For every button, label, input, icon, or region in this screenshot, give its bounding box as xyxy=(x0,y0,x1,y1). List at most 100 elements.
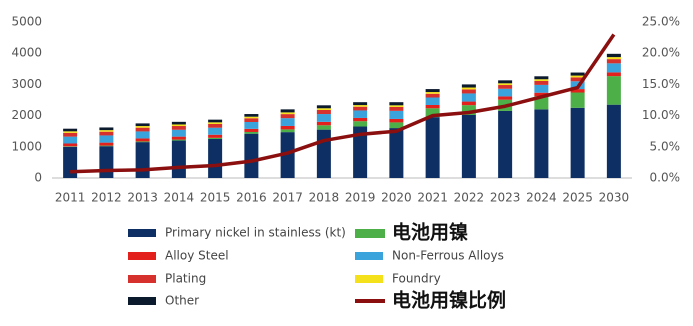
bar-segment xyxy=(389,102,404,106)
bar-segment xyxy=(208,127,223,135)
bar-segment xyxy=(208,122,223,124)
bar-segment xyxy=(135,127,150,132)
bar-segment xyxy=(425,89,440,93)
bar-segment xyxy=(425,93,440,98)
bar-segment xyxy=(244,128,259,132)
bar-segment xyxy=(171,126,186,130)
bar-segment xyxy=(280,112,295,115)
bar-segment xyxy=(99,127,114,131)
bar-segment xyxy=(135,138,150,142)
bar-segment xyxy=(135,142,150,178)
bar-segment xyxy=(244,118,259,122)
bar-segment xyxy=(389,110,404,119)
bar-segment xyxy=(353,110,368,118)
bar-segment xyxy=(606,63,621,73)
bar-segment xyxy=(280,118,295,126)
bar-segment xyxy=(534,79,549,81)
bar-segment xyxy=(606,72,621,77)
bar-segment xyxy=(606,59,621,64)
y2-tick-label: 5.0% xyxy=(650,139,681,153)
legend-label: Foundry xyxy=(392,272,441,286)
bar-segment xyxy=(99,142,114,146)
bar-segment xyxy=(389,128,404,178)
bar-segment xyxy=(606,104,621,178)
y-tick-label: 5000 xyxy=(11,15,42,29)
bar-segment xyxy=(425,117,440,178)
bar-segment xyxy=(63,131,78,133)
bar-segment xyxy=(244,131,259,134)
bar-segment xyxy=(498,85,513,89)
bar-segment xyxy=(171,139,186,141)
bar-segment xyxy=(244,116,259,119)
x-tick-label: 2014 xyxy=(164,191,195,205)
bar-segment xyxy=(316,114,331,122)
legend-swatch xyxy=(355,229,385,238)
bar-segment xyxy=(353,105,368,107)
bar-segment xyxy=(280,129,295,133)
y2-tick-label: 25.0% xyxy=(642,15,680,29)
bar-segment xyxy=(570,72,585,76)
bar-segment xyxy=(570,107,585,178)
bar-segment xyxy=(135,123,150,127)
bar-segment xyxy=(534,80,549,85)
bar-segment xyxy=(461,101,476,106)
x-tick-label: 2011 xyxy=(55,191,86,205)
x-tick-label: 2018 xyxy=(309,191,340,205)
bar-segment xyxy=(498,83,513,86)
bar-segment xyxy=(353,102,368,106)
bar-segment xyxy=(498,88,513,97)
x-tick-label: 2019 xyxy=(345,191,376,205)
bar-segment xyxy=(353,126,368,178)
x-tick-label: 2015 xyxy=(200,191,231,205)
bar-segment xyxy=(208,123,223,128)
bar-segment xyxy=(353,106,368,111)
y-tick-label: 3000 xyxy=(11,77,42,91)
x-tick-label: 2012 xyxy=(91,191,122,205)
bar-segment xyxy=(498,80,513,84)
bar-segment xyxy=(208,137,223,139)
bar-segment xyxy=(425,108,440,118)
ratio-line xyxy=(70,33,616,174)
bar-segment xyxy=(461,84,476,88)
bar-segment xyxy=(353,121,368,127)
bar-segment xyxy=(135,131,150,139)
bar-segment xyxy=(208,134,223,138)
bar-segment xyxy=(171,121,186,125)
bar-segment xyxy=(171,129,186,137)
x-tick-label: 2023 xyxy=(490,191,521,205)
x-tick-label: 2013 xyxy=(127,191,158,205)
bar-segment xyxy=(389,122,404,129)
bar-segment xyxy=(316,125,331,130)
y-tick-label: 2000 xyxy=(11,108,42,122)
bar-segment xyxy=(353,117,368,122)
bar-segment xyxy=(570,92,585,108)
y-tick-label: 0 xyxy=(34,171,42,185)
legend-label: Alloy Steel xyxy=(165,249,229,263)
legend-swatch xyxy=(128,297,156,305)
legend-label: Other xyxy=(165,294,199,308)
bar-segment xyxy=(280,132,295,178)
bar-segment xyxy=(461,87,476,90)
bar-segment xyxy=(99,145,114,147)
bar-segment xyxy=(244,133,259,178)
bar-segment xyxy=(425,104,440,109)
x-tick-label: 2024 xyxy=(526,191,557,205)
bar-segment xyxy=(244,114,259,117)
bar-segment xyxy=(534,92,549,97)
bar-segment xyxy=(99,131,114,136)
bar-segment xyxy=(171,124,186,127)
legend-label: 电池用镍比例 xyxy=(392,289,506,312)
x-tick-label: 2021 xyxy=(417,191,448,205)
bar-segment xyxy=(208,139,223,178)
bar-segment xyxy=(534,76,549,80)
legend-swatch xyxy=(128,229,156,237)
bar-segment xyxy=(461,89,476,94)
bar-segment xyxy=(606,57,621,60)
legend-swatch xyxy=(355,252,383,260)
bar-segment xyxy=(244,121,259,129)
y-tick-label: 4000 xyxy=(11,46,42,60)
bar-segment xyxy=(461,105,476,115)
bar-segment xyxy=(461,93,476,102)
bar-segment xyxy=(63,128,78,132)
x-tick-label: 2017 xyxy=(272,191,303,205)
